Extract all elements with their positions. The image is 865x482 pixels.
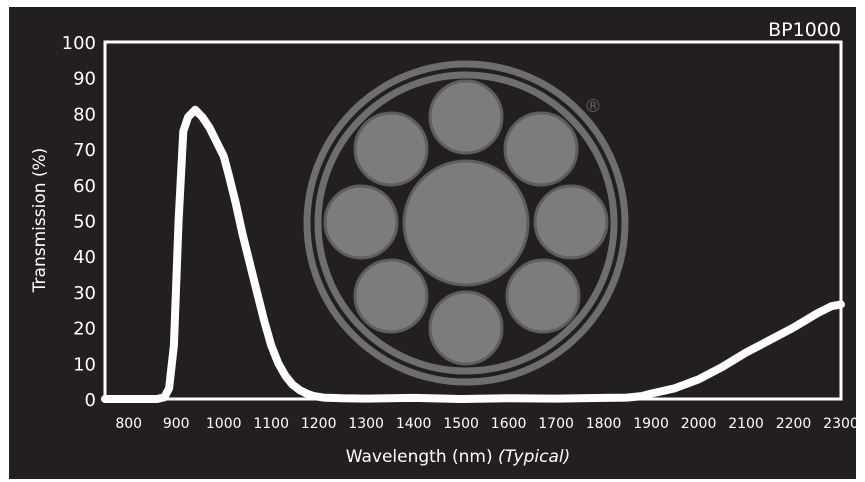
y-tick-label: 10	[73, 354, 96, 375]
transmission-line	[101, 105, 845, 403]
x-tick-label: 1500	[443, 416, 479, 432]
x-axis-label-note: (Typical)	[498, 447, 570, 467]
x-axis-ticks: 800 900 1000 1100 1200 1300 1400 1500 1600 1700 18…	[115, 416, 858, 432]
registered-mark: ®	[584, 96, 602, 117]
y-tick-label: 40	[73, 247, 96, 268]
y-tick-label: 20	[73, 319, 96, 340]
y-tick-label: 50	[73, 212, 96, 233]
x-axis-label-main: Wavelength (nm)	[346, 447, 493, 467]
y-tick-label: 70	[73, 140, 96, 161]
y-tick-label: 80	[73, 104, 96, 125]
y-tick-label: 0	[85, 390, 96, 411]
y-tick-label: 90	[73, 69, 96, 90]
x-axis-label: Wavelength (nm) (Typical)	[346, 447, 571, 467]
logo-icon: ®	[303, 60, 629, 386]
x-tick-label: 2000	[681, 416, 717, 432]
x-tick-label: 1700	[538, 416, 574, 432]
x-tick-label: 1800	[586, 416, 622, 432]
x-tick-label: 800	[115, 416, 142, 432]
y-tick-label: 100	[62, 33, 96, 54]
x-tick-label: 1200	[301, 416, 337, 432]
x-tick-label: 2200	[776, 416, 812, 432]
x-tick-label: 1600	[491, 416, 527, 432]
x-tick-label: 2100	[728, 416, 764, 432]
y-tick-label: 30	[73, 283, 96, 304]
y-tick-label: 60	[73, 176, 96, 197]
x-tick-label: 900	[163, 416, 190, 432]
x-tick-label: 1900	[633, 416, 669, 432]
y-axis-ticks: 0 10 20 30 40 50 60 70 80 90 100	[62, 33, 96, 411]
chart-title: BP1000	[768, 19, 841, 41]
x-tick-label: 1000	[206, 416, 242, 432]
x-tick-label: 1100	[253, 416, 289, 432]
y-axis-label: Transmission (%)	[30, 148, 50, 294]
x-tick-label: 1400	[396, 416, 432, 432]
x-tick-label: 2300	[823, 416, 859, 432]
x-tick-label: 1300	[348, 416, 384, 432]
